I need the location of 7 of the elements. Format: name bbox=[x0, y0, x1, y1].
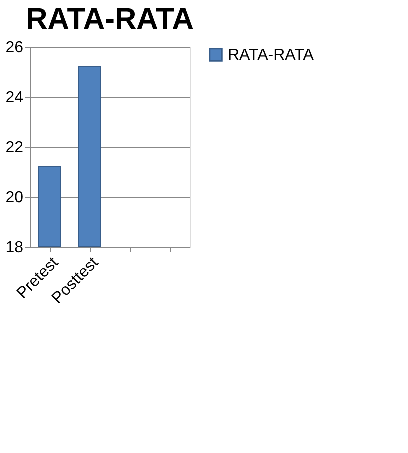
y-tick-label: 26 bbox=[6, 40, 24, 56]
y-tick-label: 18 bbox=[6, 240, 24, 256]
y-tick-label: 22 bbox=[6, 140, 24, 156]
y-tick-label: 20 bbox=[6, 190, 24, 206]
y-tick-label: 24 bbox=[6, 90, 24, 106]
chart-title: RATA-RATA bbox=[26, 3, 194, 36]
legend-label: RATA-RATA bbox=[228, 47, 314, 64]
